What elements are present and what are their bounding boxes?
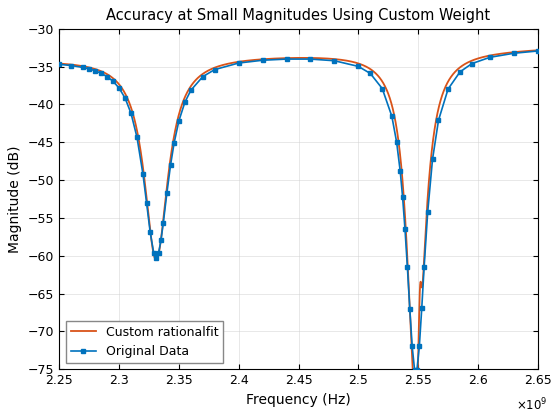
Line: Custom rationalfit: Custom rationalfit — [59, 50, 538, 399]
Custom rationalfit — [143, 192, 150, 197]
Line: Original Data: Original Data — [57, 49, 540, 372]
Original Data — [424, 209, 431, 214]
Original Data — [147, 230, 153, 235]
Text: $\times10^9$: $\times10^9$ — [516, 396, 547, 413]
Custom rationalfit — [450, 72, 456, 77]
Legend: Custom rationalfit, Original Data: Custom rationalfit, Original Data — [66, 321, 223, 363]
Original Data — [487, 55, 493, 60]
Y-axis label: Magnitude (dB): Magnitude (dB) — [8, 145, 22, 253]
Original Data — [397, 169, 404, 174]
Custom rationalfit — [56, 61, 63, 66]
Custom rationalfit — [412, 396, 419, 402]
Original Data — [534, 48, 541, 53]
X-axis label: Frequency (Hz): Frequency (Hz) — [246, 393, 351, 407]
Custom rationalfit — [239, 59, 245, 64]
Original Data — [407, 306, 413, 311]
Custom rationalfit — [367, 67, 374, 72]
Title: Accuracy at Small Magnitudes Using Custom Weight: Accuracy at Small Magnitudes Using Custo… — [106, 8, 491, 24]
Custom rationalfit — [343, 58, 349, 63]
Original Data — [411, 367, 418, 372]
Custom rationalfit — [413, 394, 420, 399]
Original Data — [143, 200, 150, 205]
Custom rationalfit — [534, 48, 541, 53]
Original Data — [56, 62, 63, 67]
